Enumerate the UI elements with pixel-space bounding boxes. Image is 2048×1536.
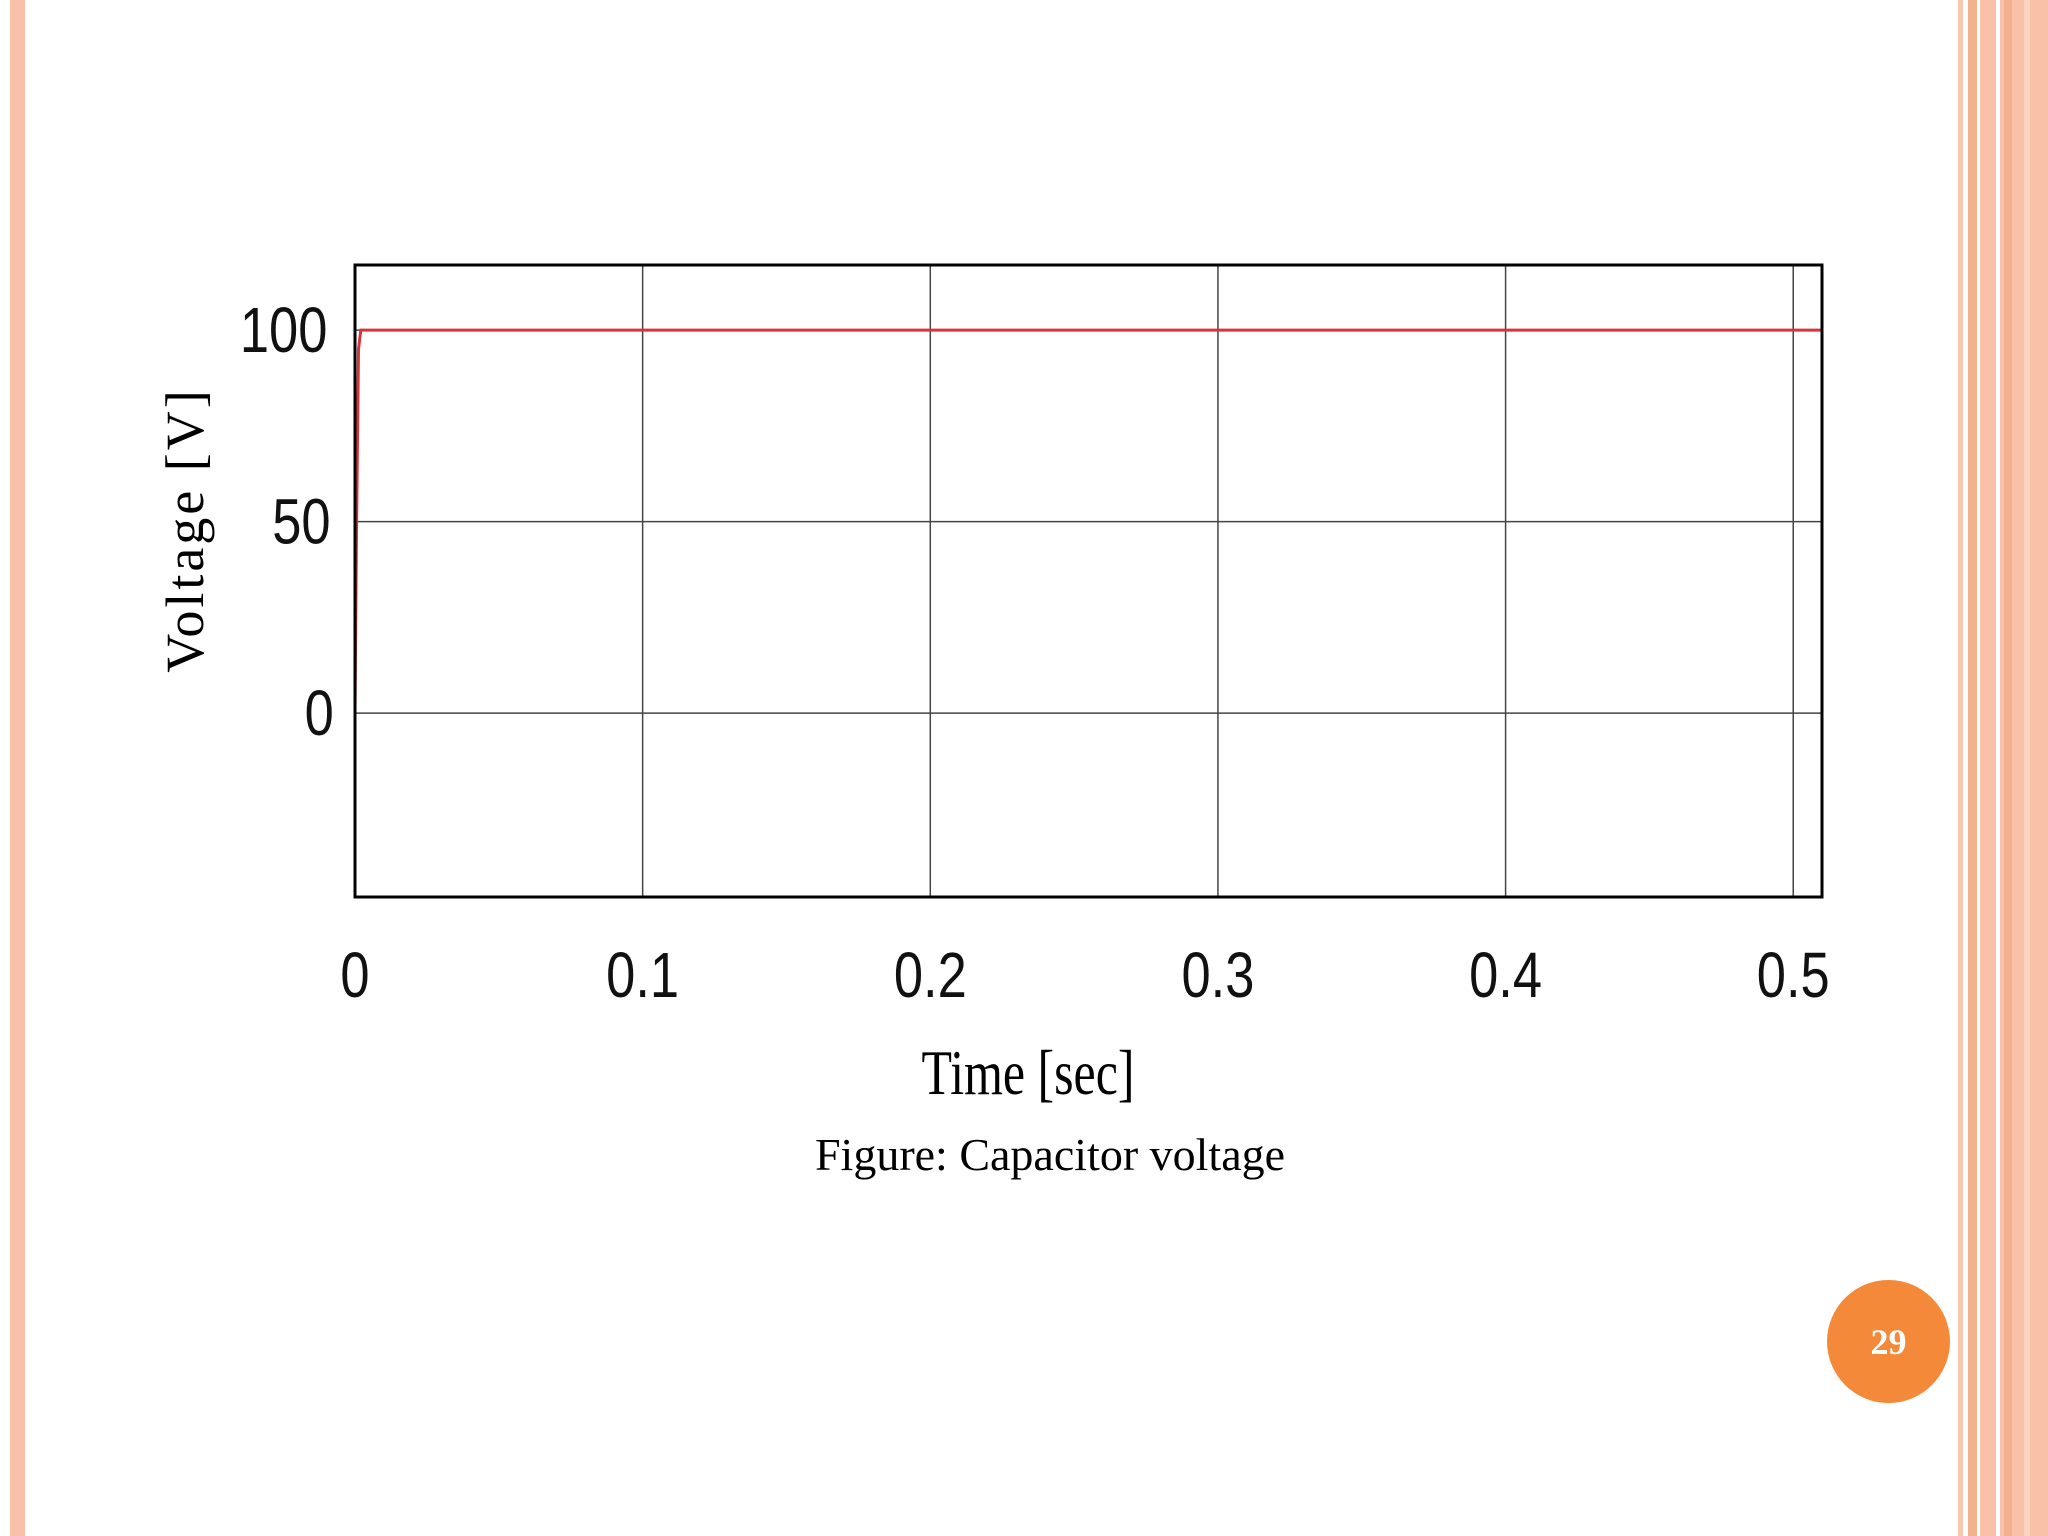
x-axis-label: Time [sec] xyxy=(921,1038,1134,1108)
x-tick-label: 0.5 xyxy=(1757,940,1830,1011)
right-border-stripe xyxy=(2024,0,2030,1536)
plot-frame xyxy=(353,263,1824,899)
x-tick-label: 0.3 xyxy=(1181,940,1254,1011)
right-border-stripe xyxy=(1958,0,1963,1536)
right-border-stripe xyxy=(2004,0,2012,1536)
y-tick-labels: 0 50 100 xyxy=(240,295,334,749)
y-axis-label: Voltage [V] xyxy=(155,387,215,672)
x-tick-label: 0.4 xyxy=(1469,940,1542,1011)
left-border-bar xyxy=(10,0,25,1536)
x-tick-label: 0.2 xyxy=(894,940,967,1011)
y-tick-label: 50 xyxy=(272,487,330,558)
y-tick-label: 0 xyxy=(305,678,334,749)
chart-grid xyxy=(355,265,1822,897)
figure-caption: Figure: Capacitor voltage xyxy=(814,1129,1286,1180)
y-tick-label: 100 xyxy=(240,295,328,366)
page-number-badge: 29 xyxy=(1827,1280,1950,1403)
series-line-0 xyxy=(353,328,1822,714)
right-border-stripe xyxy=(1968,0,1977,1536)
chart-series xyxy=(353,328,1822,714)
right-border-stripe xyxy=(1980,0,1996,1536)
x-tick-labels: 0 0.1 0.2 0.3 0.4 0.5 xyxy=(340,940,1829,1011)
x-tick-label: 0 xyxy=(340,940,369,1011)
x-tick-label: 0.1 xyxy=(606,940,679,1011)
